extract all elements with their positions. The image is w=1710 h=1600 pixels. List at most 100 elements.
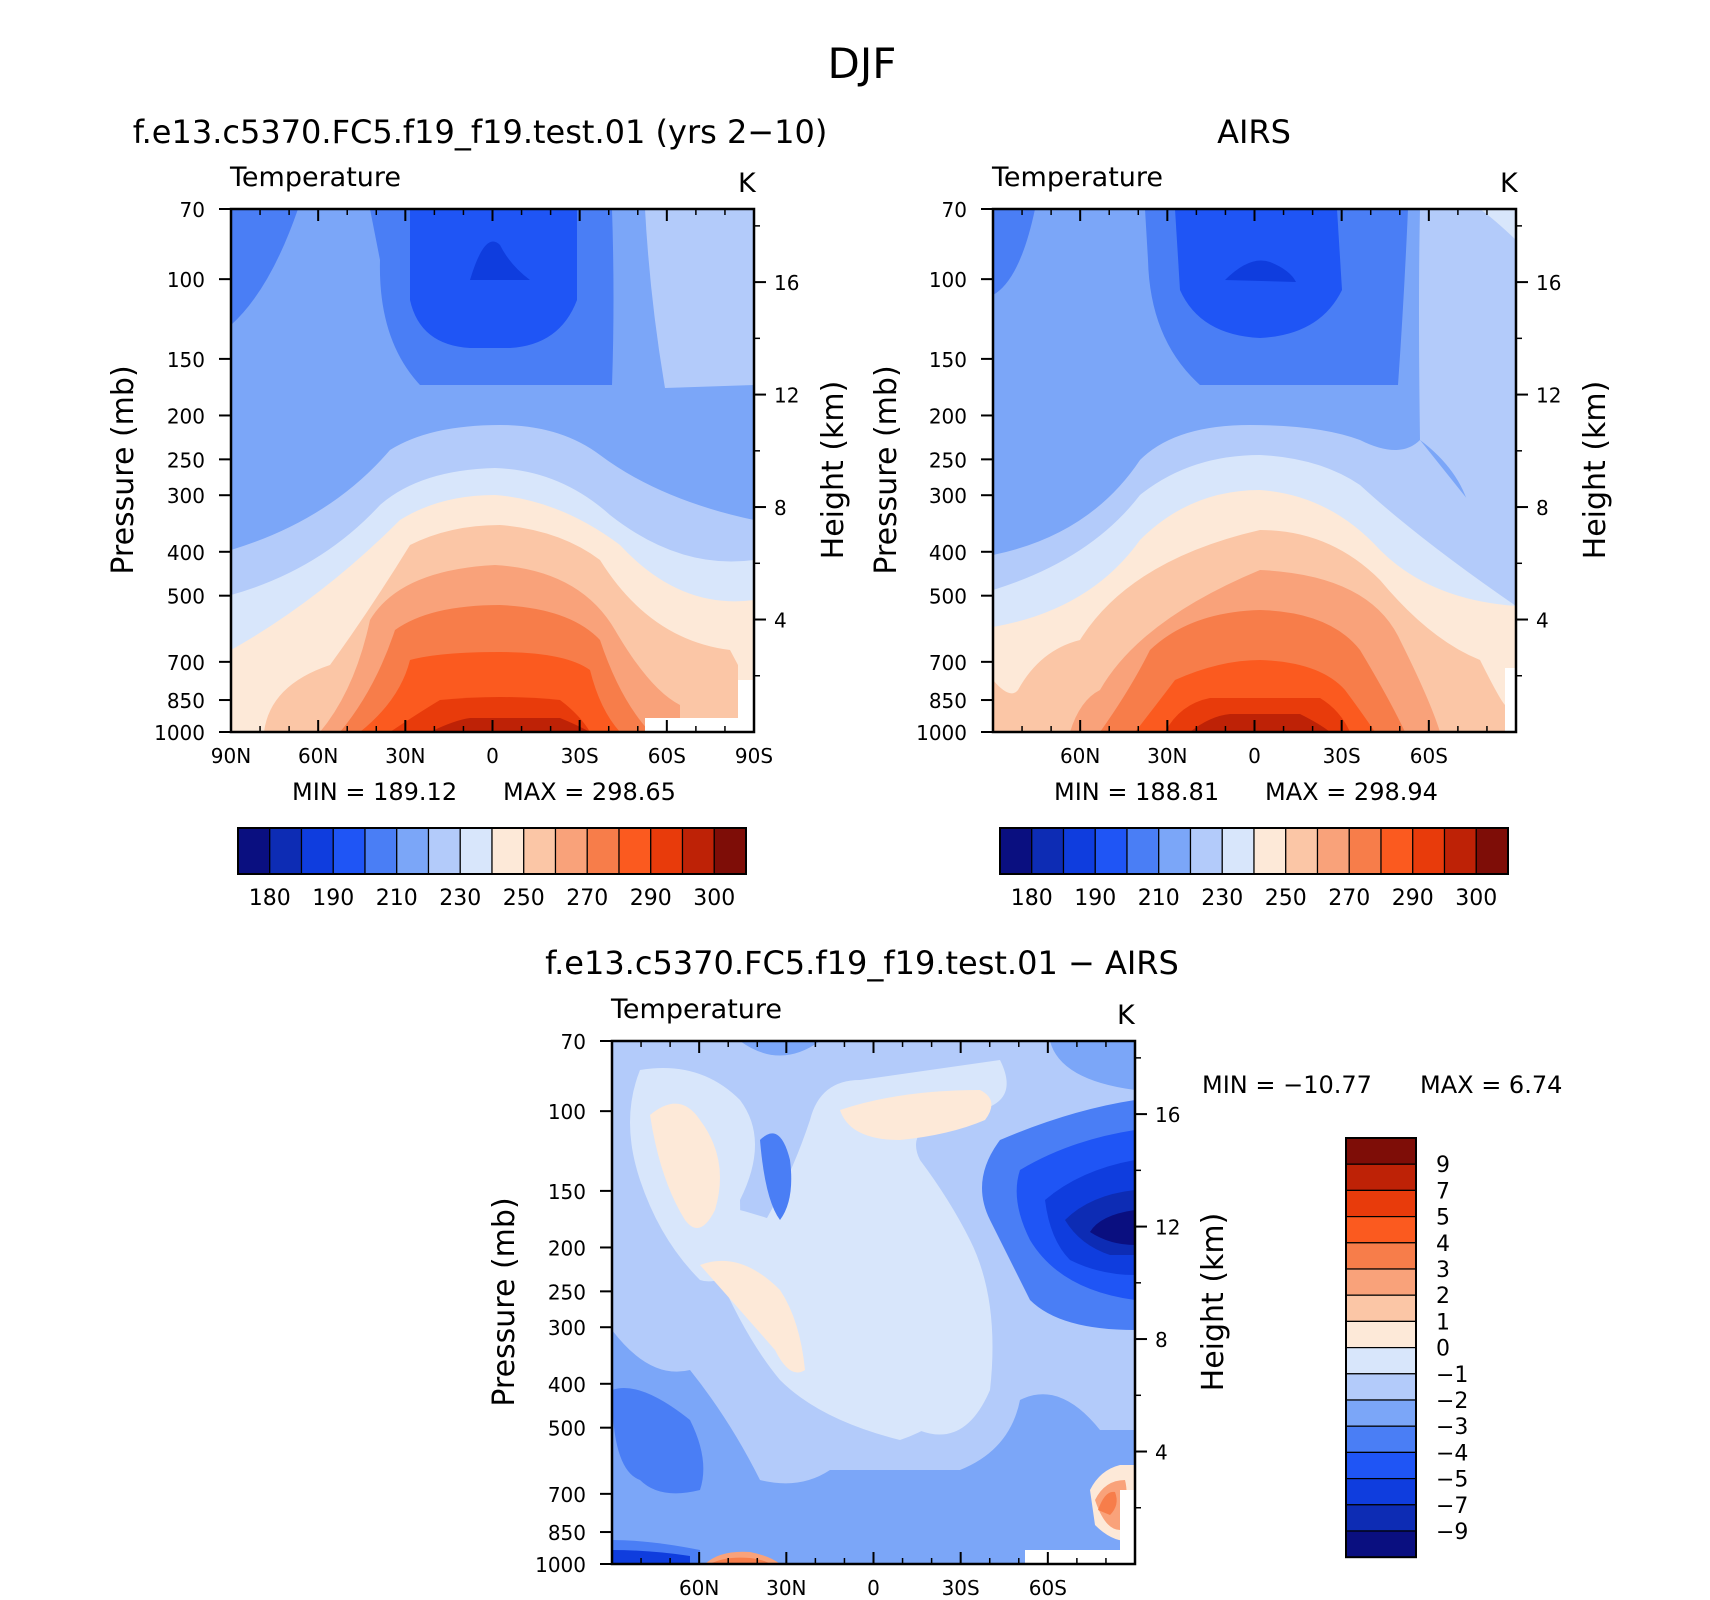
colorbar-label: 270	[1328, 886, 1370, 911]
band-200-210	[993, 209, 1035, 295]
y-tick-label: 70	[180, 198, 205, 222]
colorbar-box	[1031, 827, 1065, 875]
panel-airs-min: MIN = 188.81	[1054, 778, 1219, 806]
colorbar-box	[1253, 827, 1287, 875]
band-lt-m9	[1090, 1210, 1135, 1245]
panel-airs-y2label: Height (km)	[1578, 381, 1613, 560]
colorbar-box	[1345, 1425, 1417, 1453]
colorbar-box	[554, 827, 588, 875]
panel-model-colorbar: 180 190 210 230 250 270 290 300	[237, 827, 747, 911]
colorbar-box	[1158, 827, 1192, 875]
colorbar-box	[1345, 1137, 1417, 1165]
y2-tick-label: 12	[774, 384, 799, 408]
y2-tick-label: 8	[774, 496, 787, 520]
y-tick-label: 70	[561, 1030, 586, 1054]
panel-model-y2label: Height (km)	[816, 381, 851, 560]
panel-diff-variable: Temperature	[610, 994, 782, 1025]
colorbar-label: 290	[630, 886, 672, 911]
colorbar-box	[1345, 1189, 1417, 1218]
y-tick-label: 200	[167, 404, 205, 428]
y-tick-label: 700	[929, 651, 967, 675]
colorbar-box	[1380, 827, 1414, 875]
colorbar-box	[1345, 1320, 1417, 1349]
missing-data	[1120, 1490, 1135, 1564]
panel-airs-colorbar: 180 190 210 230 250 270 290 300	[999, 827, 1509, 911]
y-tick-label: 100	[167, 268, 205, 292]
x-tick-label: 30N	[385, 744, 425, 768]
panel-airs-title: AIRS	[1217, 113, 1291, 151]
y-tick-label: 250	[548, 1280, 586, 1304]
band-0-1	[700, 1260, 805, 1373]
panel-diff-ylabel: Pressure (mb)	[487, 1197, 522, 1406]
x-tick-label: 90N	[211, 744, 251, 768]
panel-airs-max: MAX = 298.94	[1265, 778, 1438, 806]
x-tick-label: 60N	[679, 1576, 719, 1600]
y-tick-label: 150	[548, 1180, 586, 1204]
panel-diff: f.e13.c5370.FC5.f19_f19.test.01 − AIRS T…	[487, 944, 1562, 1600]
colorbar-box	[491, 827, 525, 875]
panel-model: f.e13.c5370.FC5.f19_f19.test.01 (yrs 2−1…	[106, 113, 851, 911]
colorbar-label: 210	[1138, 886, 1180, 911]
colorbar-box	[1345, 1373, 1417, 1401]
y2-tick-label: 4	[1536, 609, 1549, 633]
colorbar-box	[459, 827, 493, 875]
y-tick-label: 500	[548, 1417, 586, 1441]
band-3-4	[1098, 1491, 1117, 1515]
figure-title: DJF	[828, 39, 897, 88]
colorbar-label: 9	[1436, 1153, 1450, 1178]
colorbar-box	[1345, 1451, 1417, 1480]
colorbar-label: 190	[1074, 886, 1116, 911]
colorbar-label: 0	[1436, 1337, 1450, 1362]
y-tick-label: 700	[167, 651, 205, 675]
colorbar-box	[1345, 1504, 1417, 1532]
band-230-240	[1480, 209, 1516, 240]
y2-tick-label: 16	[1536, 271, 1561, 295]
panel-diff-max: MAX = 6.74	[1420, 1071, 1562, 1099]
colorbar-label: −9	[1436, 1520, 1468, 1545]
band-180-190	[470, 241, 530, 280]
y-tick-label: 400	[548, 1373, 586, 1397]
colorbar-box	[999, 827, 1033, 875]
colorbar-label: 7	[1436, 1179, 1450, 1204]
band-220-230	[1419, 209, 1516, 560]
colorbar-box	[1126, 827, 1160, 875]
y-tick-label: 1000	[916, 721, 967, 745]
colorbar-label: −1	[1436, 1363, 1468, 1388]
colorbar-label: 300	[1455, 886, 1497, 911]
panel-model-variable: Temperature	[229, 162, 401, 193]
colorbar-box	[427, 827, 461, 875]
colorbar-box	[1285, 827, 1319, 875]
colorbar-box	[1412, 827, 1446, 875]
missing-data	[1505, 668, 1516, 732]
panel-airs-contours	[993, 209, 1516, 732]
colorbar-label: 190	[312, 886, 354, 911]
colorbar-label: 230	[1201, 886, 1243, 911]
colorbar-frame	[1345, 1137, 1417, 1559]
x-tick-label: 30S	[561, 744, 599, 768]
colorbar-box	[1345, 1215, 1417, 1244]
colorbar-label: −3	[1436, 1415, 1468, 1440]
colorbar-box	[650, 827, 684, 875]
y-tick-label: 500	[167, 585, 205, 609]
colorbar-frame	[999, 827, 1509, 875]
colorbar-box	[1475, 827, 1509, 875]
colorbar-box	[586, 827, 620, 875]
y-tick-label: 70	[942, 198, 967, 222]
y-tick-label: 300	[548, 1316, 586, 1340]
panel-airs-variable: Temperature	[991, 162, 1163, 193]
panel-airs-units: K	[1500, 168, 1519, 199]
x-tick-label: 60N	[1060, 744, 1100, 768]
colorbar-box	[1345, 1242, 1417, 1270]
colorbar-box	[396, 827, 430, 875]
colorbar-box	[237, 827, 271, 875]
colorbar-label: 3	[1436, 1258, 1450, 1283]
y2-tick-label: 4	[1155, 1441, 1168, 1465]
colorbar-label: 270	[566, 886, 608, 911]
x-tick-label: 60S	[648, 744, 686, 768]
panel-model-axes: 70 100 150 200 250 300 400 500 700 850 1000 4 8 12 16 9…	[154, 198, 799, 768]
colorbar-label: 5	[1436, 1206, 1450, 1231]
colorbar-box	[1345, 1530, 1417, 1558]
colorbar-label: 180	[249, 886, 291, 911]
colorbar-label: 250	[1265, 886, 1307, 911]
y-tick-label: 850	[929, 689, 967, 713]
